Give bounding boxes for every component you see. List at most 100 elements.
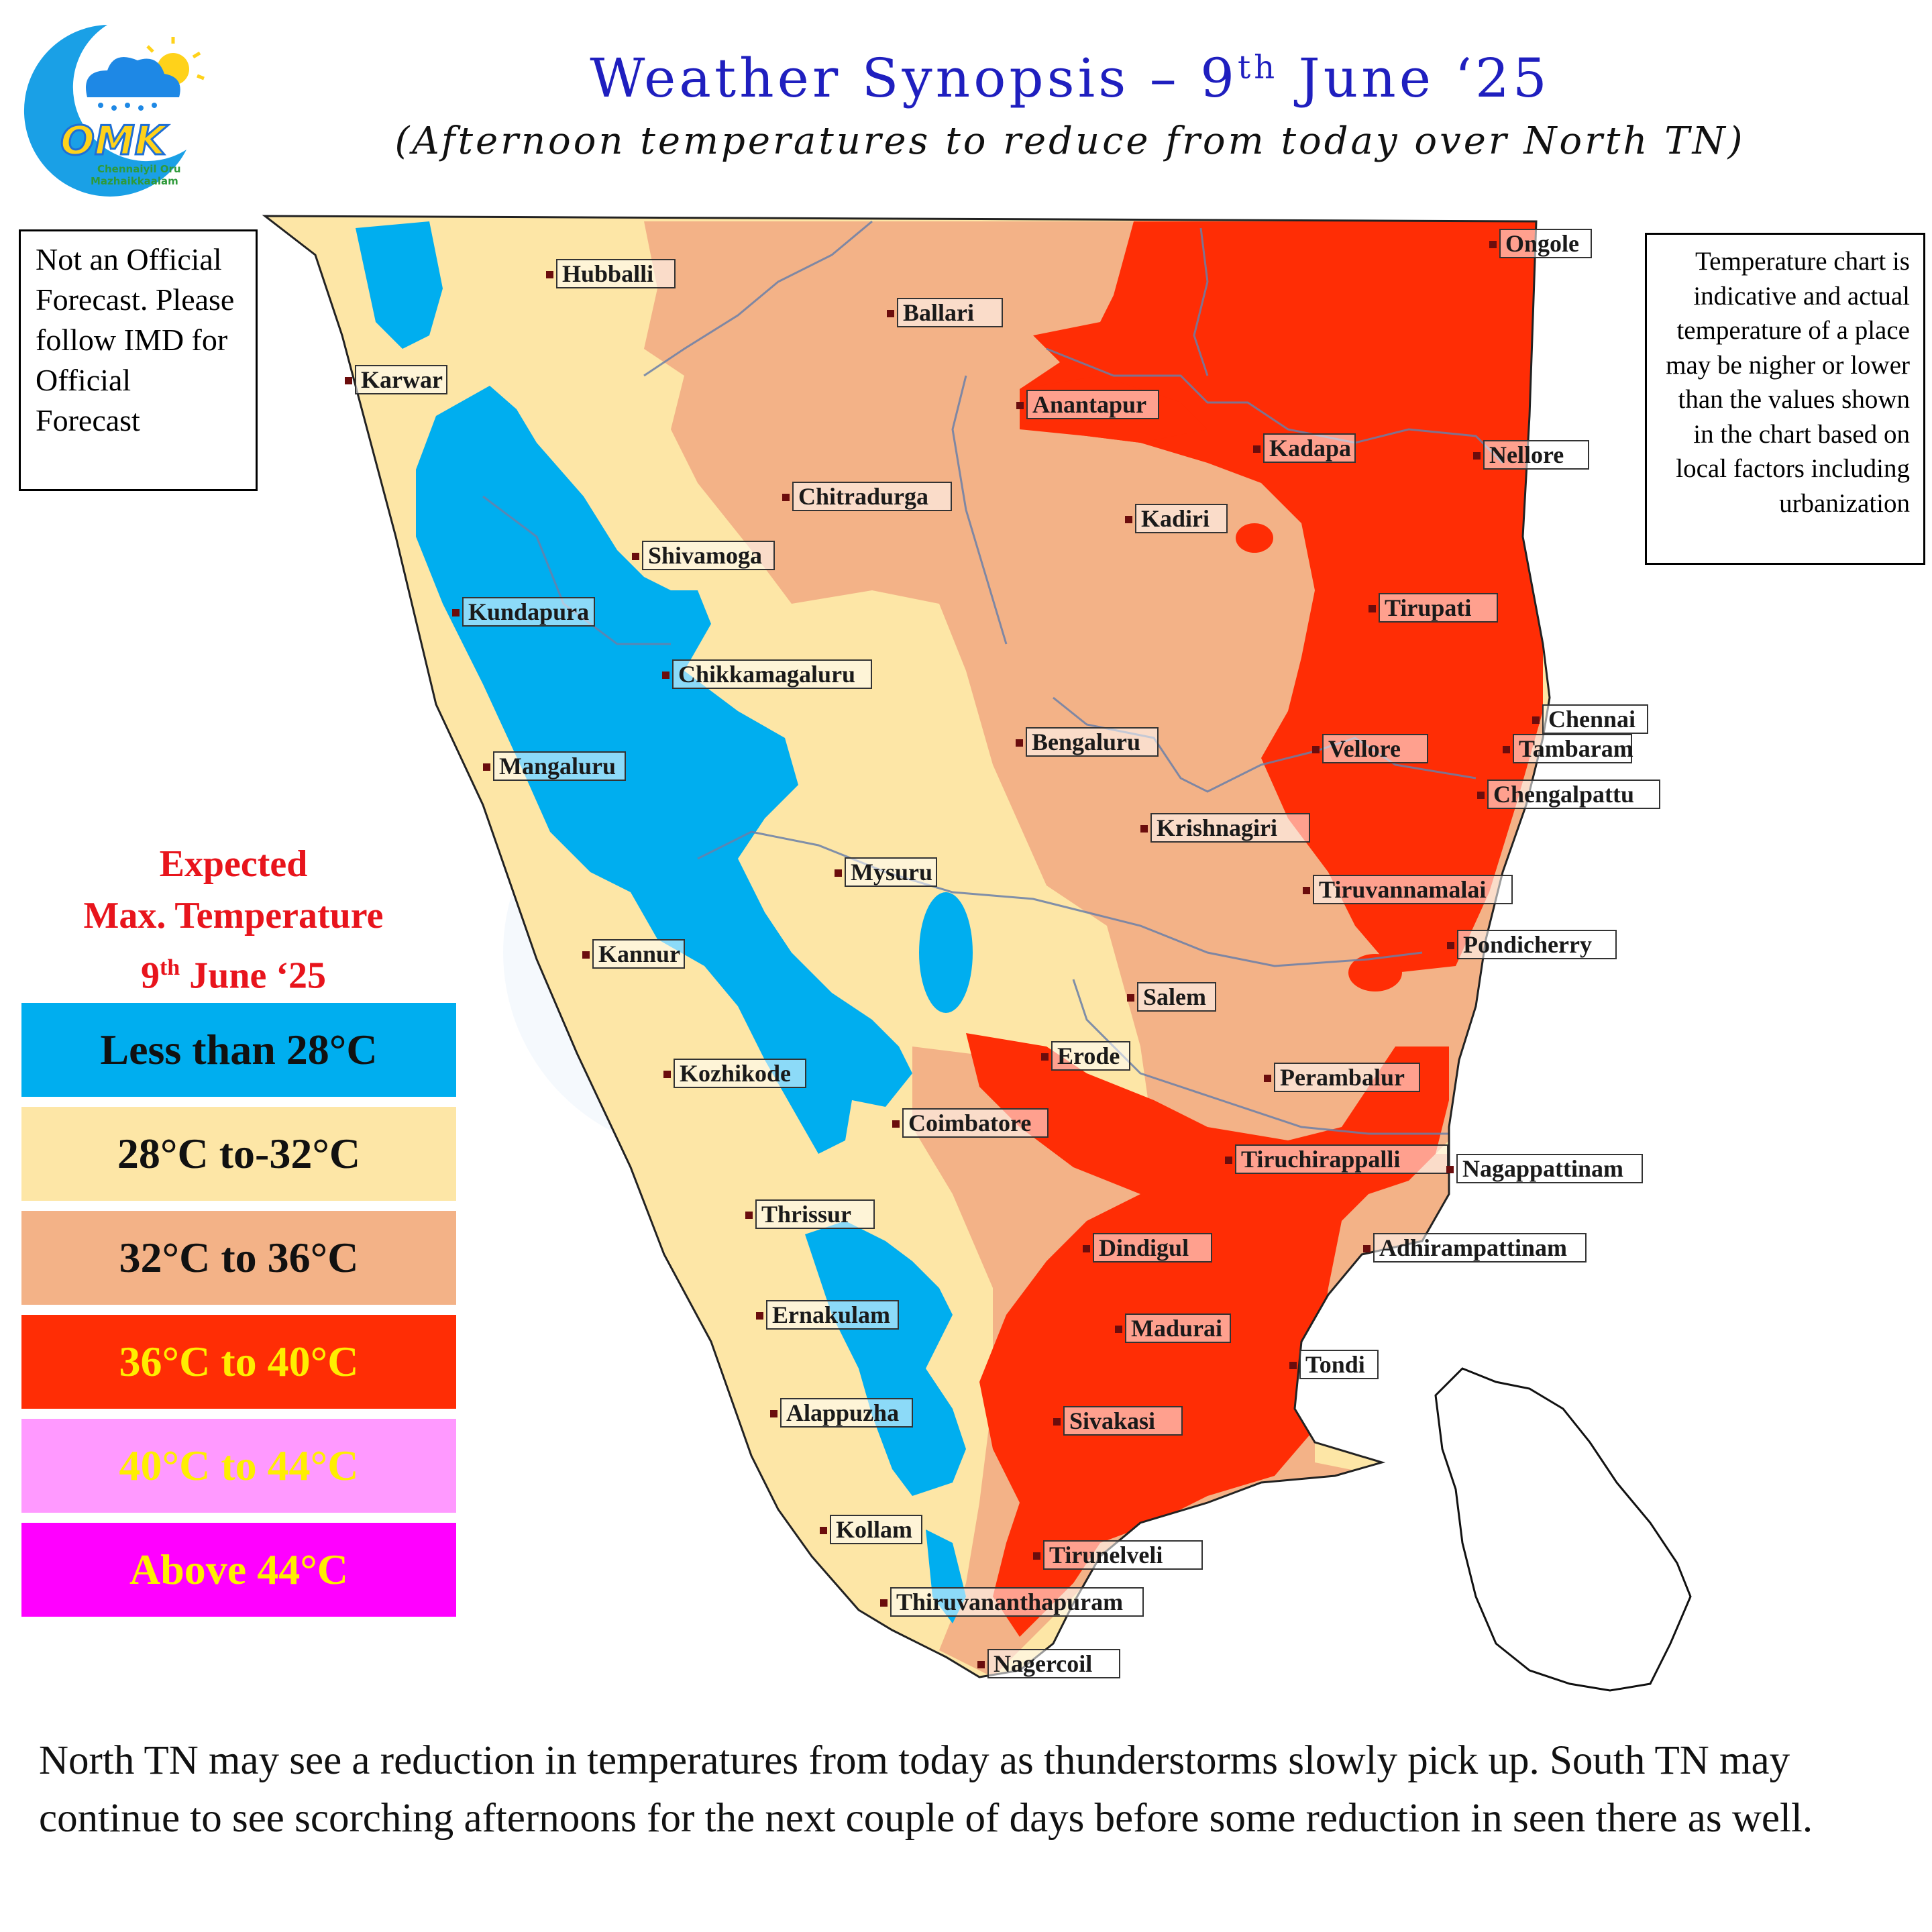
city-marker <box>1016 402 1024 409</box>
city-label-box <box>1456 1154 1643 1183</box>
city-kollam: Kollam <box>820 1515 922 1544</box>
city-marker <box>662 672 669 679</box>
city-tambaram: Tambaram <box>1503 734 1633 763</box>
city-label-box <box>1542 704 1648 734</box>
city-marker <box>745 1212 753 1219</box>
city-marker <box>632 553 639 560</box>
city-tirunelveli: Tirunelveli <box>1033 1540 1203 1570</box>
city-label: Chennai <box>1548 706 1635 733</box>
city-marker <box>756 1312 763 1320</box>
city-marker <box>1225 1157 1232 1164</box>
city-label-box <box>1137 982 1216 1012</box>
city-label: Shivamoga <box>648 542 762 569</box>
city-nagappattinam: Nagappattinam <box>1446 1154 1643 1183</box>
city-sivakasi: Sivakasi <box>1053 1406 1183 1436</box>
city-label: Nagappattinam <box>1462 1155 1623 1182</box>
city-coimbatore: Coimbatore <box>892 1108 1049 1138</box>
city-marker <box>1127 994 1134 1002</box>
city-label: Anantapur <box>1032 391 1146 418</box>
city-label: Kadiri <box>1141 505 1210 532</box>
city-label-box <box>890 1587 1144 1617</box>
city-tirupati: Tirupati <box>1368 593 1498 623</box>
city-label: Thrissur <box>761 1201 851 1228</box>
city-dindigul: Dindigul <box>1083 1233 1212 1263</box>
city-marker <box>345 377 352 384</box>
city-label: Karwar <box>361 366 443 393</box>
city-label: Tiruchirappalli <box>1241 1146 1400 1173</box>
city-mangaluru: Mangaluru <box>483 751 626 781</box>
page-subtitle: (Afternoon temperatures to reduce from t… <box>394 119 1746 163</box>
city-hubballi: Hubballi <box>546 259 676 288</box>
city-label: Hubballi <box>562 260 653 287</box>
city-label: Erode <box>1057 1042 1120 1069</box>
city-label-box <box>1299 1350 1379 1379</box>
city-label-box <box>556 259 676 288</box>
city-chitradurga: Chitradurga <box>782 482 952 511</box>
city-tondi: Tondi <box>1289 1350 1379 1379</box>
city-label: Krishnagiri <box>1157 814 1277 841</box>
city-label: Adhirampattinam <box>1379 1234 1567 1261</box>
disclaimer-box: Not an Official Forecast. Please follow … <box>19 229 258 491</box>
city-erode: Erode <box>1041 1041 1130 1071</box>
city-marker <box>1289 1362 1297 1369</box>
city-marker <box>452 609 460 616</box>
city-marker <box>880 1599 888 1607</box>
indicative-note-box: Temperature chart is indicative and actu… <box>1645 233 1925 565</box>
city-label-box <box>1499 229 1592 258</box>
city-marker <box>887 310 894 317</box>
city-kundapura: Kundapura <box>452 597 595 627</box>
city-label-box <box>355 365 447 394</box>
city-label-box <box>1373 1233 1587 1263</box>
city-label-box <box>845 857 937 887</box>
city-marker <box>1083 1245 1090 1252</box>
city-label: Thiruvananthapuram <box>896 1589 1123 1615</box>
city-label-box <box>1135 504 1228 533</box>
city-shivamoga: Shivamoga <box>632 541 775 570</box>
city-label-box <box>642 541 775 570</box>
city-marker <box>582 951 590 959</box>
svg-text:Chennaiyil Oru: Chennaiyil Oru <box>97 163 181 175</box>
city-label: Kadapa <box>1269 435 1351 462</box>
city-label: Dindigul <box>1099 1234 1189 1261</box>
city-marker <box>835 869 842 877</box>
zone-lt28-western-ghats <box>416 386 912 1154</box>
city-anantapur: Anantapur <box>1016 390 1159 419</box>
city-label: Chikkamagaluru <box>678 661 855 688</box>
city-label-box <box>674 1059 806 1088</box>
city-label-box <box>592 939 685 969</box>
city-marker <box>483 763 490 771</box>
city-nellore: Nellore <box>1473 440 1589 470</box>
city-label-box <box>1263 433 1356 463</box>
city-marker <box>1303 887 1310 894</box>
city-label-box <box>780 1398 913 1428</box>
zone-lt28-south <box>805 1221 966 1496</box>
city-label: Mysuru <box>851 859 932 885</box>
city-marker <box>770 1410 777 1417</box>
city-label-box <box>792 482 952 511</box>
city-label: Kannur <box>598 941 680 967</box>
city-label: Chitradurga <box>798 483 928 510</box>
city-madurai: Madurai <box>1115 1313 1231 1343</box>
city-label: Pondicherry <box>1463 931 1592 958</box>
city-label: Vellore <box>1328 735 1401 762</box>
city-marker <box>1264 1075 1271 1082</box>
city-label: Perambalur <box>1280 1064 1405 1091</box>
city-marker <box>1253 445 1260 453</box>
city-label-box <box>830 1515 922 1544</box>
city-marker <box>546 271 553 278</box>
city-label-box <box>987 1649 1120 1678</box>
city-label-box <box>1093 1233 1212 1263</box>
city-marker <box>1125 516 1132 523</box>
legend-item-lt28: Less than 28°C <box>21 1003 456 1097</box>
city-marker <box>1532 716 1540 724</box>
city-ernakulam: Ernakulam <box>756 1300 899 1330</box>
city-label-box <box>1379 593 1498 623</box>
temperature-map: Hubballi Ballari Ongole Karwar Anantapur Kada… <box>264 215 1692 1692</box>
city-label: Kozhikode <box>680 1060 791 1087</box>
city-marker <box>1363 1245 1371 1252</box>
city-label: Mangaluru <box>499 753 616 780</box>
city-chennai: Chennai <box>1532 704 1648 734</box>
city-marker <box>1447 942 1454 949</box>
city-marker <box>1016 739 1023 747</box>
city-label-box <box>1457 930 1617 959</box>
